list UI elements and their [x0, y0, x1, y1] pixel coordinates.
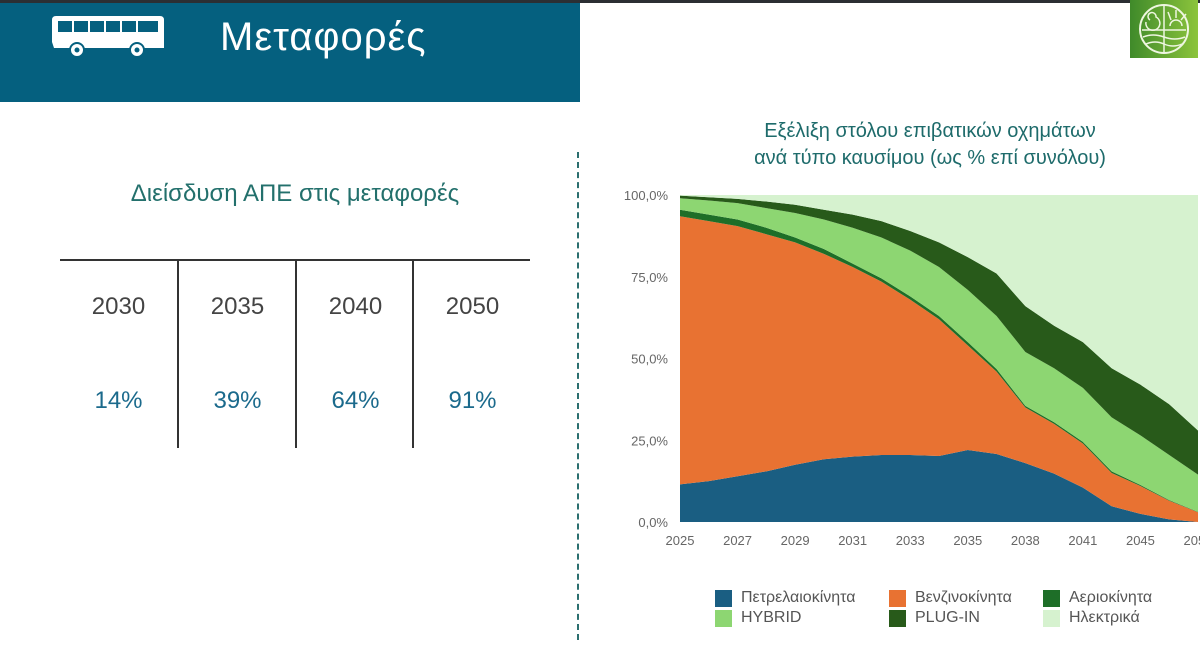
x-tick-label: 2033 — [896, 533, 925, 548]
bus-icon — [52, 16, 164, 58]
legend-item: Ηλεκτρικά — [1043, 609, 1140, 627]
x-tick-label: 2027 — [723, 533, 752, 548]
legend-label: Ηλεκτρικά — [1069, 609, 1140, 626]
table-column: 2040 64% — [295, 261, 414, 448]
area-series-1 — [680, 450, 1198, 522]
table-column: 2030 14% — [60, 261, 177, 448]
x-tick-label: 2029 — [781, 533, 810, 548]
year-label: 2030 — [91, 293, 146, 320]
year-label: 2040 — [328, 293, 383, 320]
chart-title-line: Εξέλιξη στόλου επιβατικών οχημάτων — [764, 120, 1096, 142]
legend-swatch — [1043, 589, 1060, 607]
fleet-stacked-area-chart: 0,0% 25,0% 50,0% 75,0% 100,0% 2025 2027 2029 203… — [624, 188, 1200, 548]
x-tick-label: 2050 — [1184, 533, 1200, 548]
y-tick-label: 75,0% — [631, 270, 668, 285]
legend-item: HYBRID — [715, 609, 801, 627]
legend-item: Βενζινοκίνητα — [889, 589, 1012, 607]
legend-swatch — [889, 609, 906, 627]
x-tick-label: 2025 — [666, 533, 695, 548]
x-tick-label: 2038 — [1011, 533, 1040, 548]
area-series-4 — [680, 198, 1198, 512]
nature-logo-icon — [1130, 0, 1198, 58]
page-title: Μεταφορές — [220, 15, 427, 59]
legend-swatch — [715, 589, 732, 607]
legend-label: HYBRID — [741, 609, 802, 626]
table-column: 2035 39% — [177, 261, 296, 448]
area-series-5 — [680, 195, 1198, 475]
chart-title-line: ανά τύπο καυσίμου (ως % επί συνόλου) — [754, 147, 1106, 169]
percentage-value: 91% — [448, 387, 497, 414]
res-penetration-heading: Διείσδυση ΑΠΕ στις μεταφορές — [130, 180, 460, 207]
res-penetration-table: 2030 14% 2035 39% 2040 64% 2050 91% — [60, 259, 530, 448]
legend-swatch — [1043, 609, 1060, 627]
y-tick-label: 100,0% — [624, 188, 669, 203]
legend-label: Αεριοκίνητα — [1069, 589, 1153, 606]
table-column: 2050 91% — [412, 261, 531, 448]
area-series-2 — [680, 216, 1198, 522]
percentage-value: 39% — [213, 387, 262, 414]
legend-swatch — [889, 589, 906, 607]
y-tick-label: 0,0% — [638, 515, 668, 530]
legend-item: PLUG-IN — [889, 609, 980, 627]
percentage-value: 14% — [94, 387, 143, 414]
y-tick-label: 50,0% — [631, 352, 668, 367]
percentage-value: 64% — [331, 387, 380, 414]
legend-label: Βενζινοκίνητα — [915, 589, 1012, 606]
year-label: 2050 — [445, 293, 500, 320]
legend-swatch — [715, 609, 732, 627]
chart-title: Εξέλιξη στόλου επιβατικών οχημάτων ανά τ… — [690, 118, 1170, 172]
legend-label: Πετρελαιοκίνητα — [741, 589, 856, 606]
year-label: 2035 — [210, 293, 265, 320]
x-tick-label: 2041 — [1068, 533, 1097, 548]
legend-item: Πετρελαιοκίνητα — [715, 589, 856, 607]
section-divider — [577, 152, 579, 640]
x-tick-label: 2031 — [838, 533, 867, 548]
x-tick-label: 2035 — [953, 533, 982, 548]
legend-item: Αεριοκίνητα — [1043, 589, 1152, 607]
x-tick-label: 2045 — [1126, 533, 1155, 548]
legend-label: PLUG-IN — [915, 609, 980, 626]
top-bar — [0, 0, 1200, 3]
area-series-6 — [680, 195, 1198, 431]
y-tick-label: 25,0% — [631, 433, 668, 448]
header-banner: Μεταφορές — [0, 3, 580, 102]
